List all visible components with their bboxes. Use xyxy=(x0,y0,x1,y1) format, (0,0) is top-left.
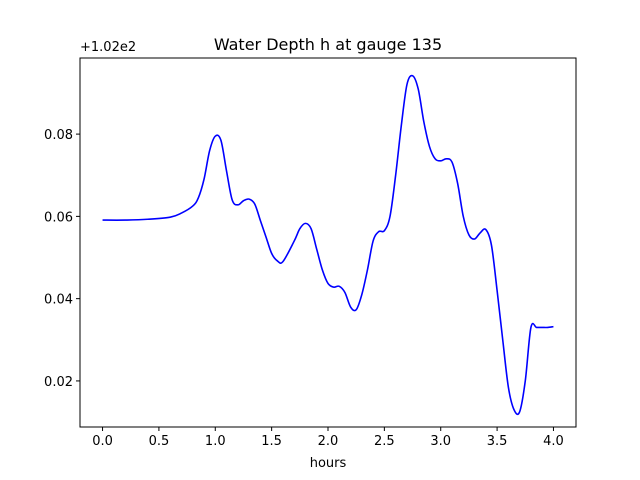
x-tick-label: 2.5 xyxy=(374,434,395,449)
x-axis-label: hours xyxy=(310,456,347,471)
y-tick-label: 0.04 xyxy=(44,293,73,308)
x-tick-label: 1.0 xyxy=(205,434,226,449)
x-tick-label: 3.5 xyxy=(487,434,508,449)
chart-title: Water Depth h at gauge 135 xyxy=(214,35,442,54)
x-tick-label: 0.5 xyxy=(149,434,170,449)
x-tick-label: 0.0 xyxy=(92,434,113,449)
x-axis: 0.0 0.5 1.0 1.5 2.0 2.5 3.0 3.5 4.0 xyxy=(92,427,564,449)
x-tick-label: 1.5 xyxy=(261,434,282,449)
y-tick-label: 0.06 xyxy=(44,210,73,225)
plot-area xyxy=(80,58,576,427)
y-tick-label: 0.02 xyxy=(44,375,73,390)
x-tick-label: 2.0 xyxy=(318,434,339,449)
x-tick-label: 4.0 xyxy=(543,434,564,449)
y-tick-label: 0.08 xyxy=(44,128,73,143)
x-tick-label: 3.0 xyxy=(430,434,451,449)
series-line-0 xyxy=(102,74,554,416)
series-layer xyxy=(102,74,554,416)
y-offset-label: +1.02e2 xyxy=(80,40,136,55)
y-axis: 0.02 0.04 0.06 0.08 xyxy=(44,128,80,390)
